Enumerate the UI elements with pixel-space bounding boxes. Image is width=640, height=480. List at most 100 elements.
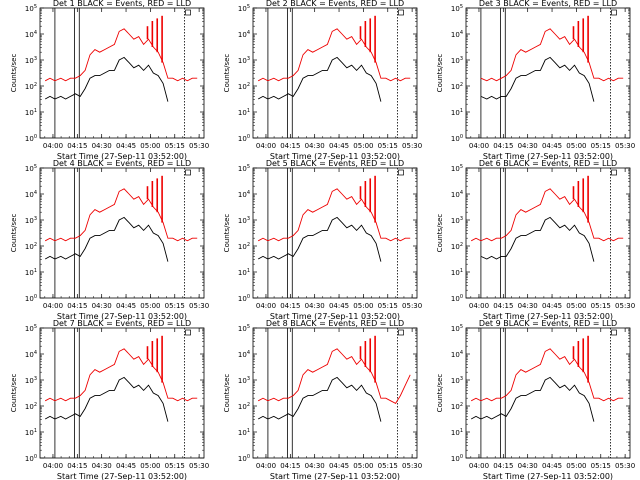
y-tick-label: 101 <box>238 108 250 117</box>
y-tick-label: 103 <box>25 216 37 225</box>
x-tick-label: 04:30 <box>92 142 112 150</box>
y-tick-label: 101 <box>451 268 463 277</box>
y-tick-label: 103 <box>25 56 37 65</box>
x-tick-label: 05:00 <box>140 302 160 310</box>
x-tick-label: 04:45 <box>329 302 349 310</box>
x-tick-label: 04:30 <box>305 462 325 470</box>
y-axis-label: Counts/sec <box>436 374 444 413</box>
panel-title: Det 5 BLACK = Events, RED = LLD <box>266 159 404 168</box>
x-tick-label: 04:45 <box>542 302 562 310</box>
x-tick-label: 04:00 <box>469 142 489 150</box>
panel-marker <box>611 9 617 16</box>
x-axis-label: Start Time (27-Sep-11 03:52:00) <box>57 152 187 161</box>
x-axis-label: Start Time (27-Sep-11 03:52:00) <box>57 472 187 480</box>
x-tick-label: 04:45 <box>329 142 349 150</box>
lld-series-line <box>44 28 198 82</box>
y-tick-label: 104 <box>25 350 37 359</box>
y-tick-label: 104 <box>451 30 463 39</box>
y-tick-label: 100 <box>25 454 37 463</box>
events-series-line <box>257 216 382 262</box>
panel-marker <box>398 169 404 176</box>
y-tick-label: 105 <box>451 324 463 333</box>
panel-marker <box>398 329 404 336</box>
plot-frame <box>252 327 418 459</box>
panel-det-4: Det 4 BLACK = Events, RED = LLD Counts/se… <box>10 159 209 321</box>
x-tick-label: 04:15 <box>280 302 300 310</box>
x-tick-label: 04:15 <box>493 302 513 310</box>
y-tick-label: 100 <box>451 134 463 143</box>
x-tick-label: 04:45 <box>116 462 136 470</box>
events-series-line <box>44 56 169 102</box>
y-tick-label: 103 <box>25 376 37 385</box>
x-axis-label: Start Time (27-Sep-11 03:52:00) <box>270 472 400 480</box>
y-tick-label: 102 <box>238 82 250 91</box>
x-tick-label: 05:00 <box>566 462 586 470</box>
x-tick-label: 04:45 <box>329 462 349 470</box>
y-tick-label: 102 <box>451 402 463 411</box>
x-tick-label: 04:30 <box>518 302 538 310</box>
x-tick-label: 04:45 <box>116 302 136 310</box>
x-tick-label: 05:15 <box>591 302 611 310</box>
y-tick-label: 100 <box>238 454 250 463</box>
x-axis-label: Start Time (27-Sep-11 03:52:00) <box>483 312 613 321</box>
panel-title: Det 3 BLACK = Events, RED = LLD <box>479 0 617 8</box>
x-tick-label: 04:00 <box>256 142 276 150</box>
x-tick-label: 05:30 <box>189 142 209 150</box>
y-tick-label: 105 <box>238 324 250 333</box>
y-axis-label: Counts/sec <box>223 374 231 413</box>
y-tick-label: 105 <box>238 164 250 173</box>
plot-frame <box>252 7 418 139</box>
y-tick-label: 101 <box>238 268 250 277</box>
panel-det-6: Det 6 BLACK = Events, RED = LLD Counts/se… <box>436 159 635 321</box>
x-tick-label: 05:30 <box>402 142 422 150</box>
y-tick-label: 105 <box>451 164 463 173</box>
y-axis-label: Counts/sec <box>10 54 18 93</box>
panel-marker <box>185 329 191 336</box>
y-tick-label: 104 <box>25 190 37 199</box>
y-tick-label: 105 <box>238 4 250 13</box>
lld-series-line <box>44 348 198 402</box>
panel-det-7: Det 7 BLACK = Events, RED = LLD Counts/se… <box>10 319 209 480</box>
x-tick-label: 05:00 <box>353 302 373 310</box>
y-tick-label: 103 <box>451 216 463 225</box>
panel-marker <box>398 9 404 16</box>
lld-series-line <box>44 188 198 242</box>
x-tick-label: 04:30 <box>305 302 325 310</box>
panel-marker <box>185 9 191 16</box>
x-tick-label: 05:15 <box>591 142 611 150</box>
lld-series-line <box>257 348 411 404</box>
x-tick-label: 05:30 <box>615 302 635 310</box>
y-axis-label: Counts/sec <box>223 54 231 93</box>
y-tick-label: 102 <box>25 82 37 91</box>
x-tick-label: 05:30 <box>402 462 422 470</box>
y-tick-label: 100 <box>25 134 37 143</box>
y-tick-label: 104 <box>451 190 463 199</box>
x-tick-label: 04:00 <box>469 462 489 470</box>
x-tick-label: 05:15 <box>591 462 611 470</box>
y-tick-label: 105 <box>25 164 37 173</box>
y-tick-label: 101 <box>451 428 463 437</box>
x-tick-label: 05:00 <box>353 142 373 150</box>
y-tick-label: 101 <box>25 268 37 277</box>
panel-marker <box>185 169 191 176</box>
y-tick-label: 103 <box>238 56 250 65</box>
y-tick-label: 105 <box>25 324 37 333</box>
panel-title: Det 7 BLACK = Events, RED = LLD <box>53 319 191 328</box>
events-series-line <box>44 376 169 422</box>
y-tick-label: 104 <box>238 350 250 359</box>
lld-series-line <box>257 28 411 82</box>
panel-det-8: Det 8 BLACK = Events, RED = LLD Counts/se… <box>223 319 422 480</box>
x-tick-label: 05:15 <box>165 462 185 470</box>
x-tick-label: 04:45 <box>116 142 136 150</box>
y-tick-label: 102 <box>451 82 463 91</box>
x-tick-label: 04:00 <box>43 142 63 150</box>
y-tick-label: 101 <box>25 108 37 117</box>
x-tick-label: 05:15 <box>378 462 398 470</box>
lld-series-line <box>480 28 624 82</box>
x-tick-label: 04:15 <box>67 302 87 310</box>
lld-series-line <box>257 188 411 242</box>
x-tick-label: 04:00 <box>256 462 276 470</box>
y-tick-label: 100 <box>25 294 37 303</box>
x-axis-label: Start Time (27-Sep-11 03:52:00) <box>483 152 613 161</box>
x-tick-label: 04:15 <box>493 142 513 150</box>
